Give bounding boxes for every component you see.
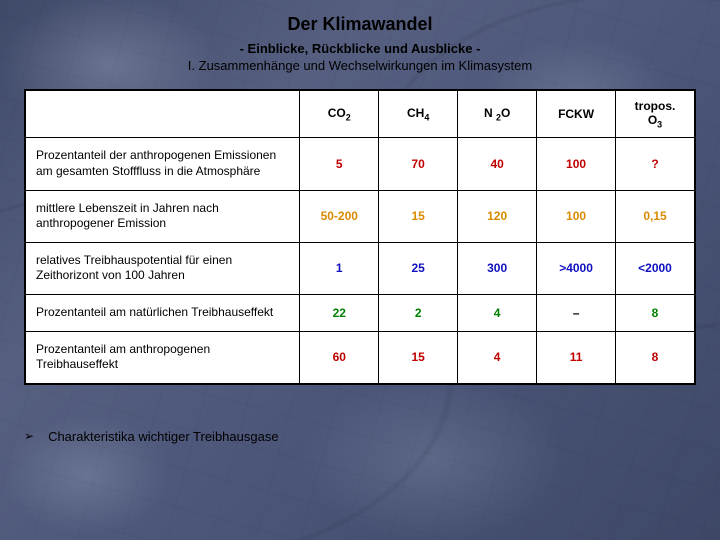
cell-value: 70 (379, 138, 458, 190)
table-header-row: CO2 CH4 N 2O FCKW tropos.O3 (26, 91, 695, 138)
col-rowlabel (26, 91, 300, 138)
cell-value: 60 (300, 331, 379, 383)
cell-value: 11 (537, 331, 616, 383)
row-label: mittlere Lebenszeit in Jahren nach anthr… (26, 190, 300, 242)
cell-value: 2 (379, 294, 458, 331)
cell-value: 5 (300, 138, 379, 190)
chapter-line: I. Zusammenhänge und Wechselwirkungen im… (24, 58, 696, 73)
col-o3: tropos.O3 (616, 91, 695, 138)
table-row: Prozentanteil am natürlichen Treibhausef… (26, 294, 695, 331)
cell-value: >4000 (537, 242, 616, 294)
cell-value: 40 (458, 138, 537, 190)
table-row: relatives Treibhauspotential für einen Z… (26, 242, 695, 294)
col-fckw: FCKW (537, 91, 616, 138)
cell-value: 4 (458, 294, 537, 331)
table-row: mittlere Lebenszeit in Jahren nach anthr… (26, 190, 695, 242)
cell-value: 15 (379, 331, 458, 383)
cell-value: 100 (537, 138, 616, 190)
cell-value: 0,15 (616, 190, 695, 242)
page-subtitle: - Einblicke, Rückblicke und Ausblicke - (24, 41, 696, 56)
cell-value: 15 (379, 190, 458, 242)
row-label: Prozentanteil am natürlichen Treibhausef… (26, 294, 300, 331)
page-title: Der Klimawandel (24, 14, 696, 35)
table-row: Prozentanteil am anthropogenen Treibhaus… (26, 331, 695, 383)
bullet-item: ➢ Charakteristika wichtiger Treibhausgas… (24, 429, 696, 444)
table-row: Prozentanteil der anthropogenen Emission… (26, 138, 695, 190)
row-label: Prozentanteil am anthropogenen Treibhaus… (26, 331, 300, 383)
bullet-text: Charakteristika wichtiger Treibhausgase (48, 429, 279, 444)
row-label: relatives Treibhauspotential für einen Z… (26, 242, 300, 294)
cell-value: 8 (616, 331, 695, 383)
gas-table: CO2 CH4 N 2O FCKW tropos.O3 Prozentantei… (24, 89, 696, 385)
cell-value: 120 (458, 190, 537, 242)
cell-value: 300 (458, 242, 537, 294)
cell-value: 50-200 (300, 190, 379, 242)
cell-value: 8 (616, 294, 695, 331)
col-co2: CO2 (300, 91, 379, 138)
cell-value: 25 (379, 242, 458, 294)
cell-value: 100 (537, 190, 616, 242)
cell-value: ? (616, 138, 695, 190)
cell-value: – (537, 294, 616, 331)
cell-value: 4 (458, 331, 537, 383)
col-ch4: CH4 (379, 91, 458, 138)
slide: Der Klimawandel - Einblicke, Rückblicke … (0, 0, 720, 540)
cell-value: <2000 (616, 242, 695, 294)
chevron-icon: ➢ (24, 429, 34, 443)
col-n2o: N 2O (458, 91, 537, 138)
cell-value: 1 (300, 242, 379, 294)
cell-value: 22 (300, 294, 379, 331)
row-label: Prozentanteil der anthropogenen Emission… (26, 138, 300, 190)
